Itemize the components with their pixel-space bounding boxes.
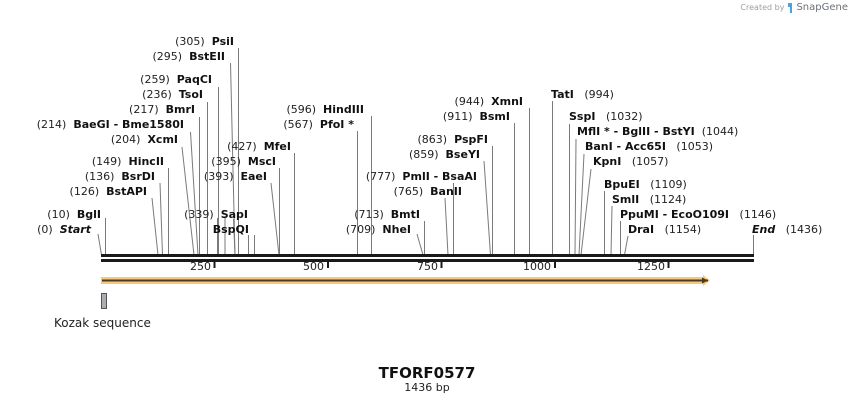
site-PsiI[interactable]: (305) PsiI <box>175 35 234 48</box>
snapgene-credit: Created by SnapGene <box>740 2 848 13</box>
backbone-bottom-strand <box>101 259 754 262</box>
site-BaeGI-Bme1580I[interactable]: (214) BaeGI - Bme1580I <box>36 118 184 131</box>
site-BstAPI[interactable]: (126) BstAPI <box>69 185 147 198</box>
site-HincII[interactable]: (149) HincII <box>91 155 164 168</box>
tick-label-500: 500 <box>303 260 324 273</box>
site-XmnI[interactable]: (944) XmnI <box>454 95 523 108</box>
site-TsoI[interactable]: (236) TsoI <box>142 88 203 101</box>
site-BstEII[interactable]: (295) BstEII <box>152 50 225 63</box>
site-PaqCI[interactable]: (259) PaqCI <box>140 73 212 86</box>
snapgene-logo-icon <box>788 2 793 13</box>
site-PpuMI-EcoO109I[interactable]: PpuMI - EcoO109I (1146) <box>620 208 777 221</box>
site-MscI[interactable]: (395) MscI <box>211 155 276 168</box>
site-Start[interactable]: (0) Start <box>37 223 91 236</box>
orf-arrow <box>101 275 710 286</box>
backbone-top-strand <box>101 254 754 257</box>
site-BsrDI[interactable]: (136) BsrDI <box>84 170 155 183</box>
tick-label-1250: 1250 <box>637 260 665 273</box>
site-BpuEI[interactable]: BpuEI (1109) <box>604 178 687 191</box>
tick-label-1000: 1000 <box>523 260 551 273</box>
site-MflI-BglII-BstYI[interactable]: MflI * - BglII - BstYI (1044) <box>577 125 739 138</box>
site-EaeI[interactable]: (393) EaeI <box>203 170 267 183</box>
credit-prefix: Created by <box>740 3 785 12</box>
site-MfeI[interactable]: (427) MfeI <box>227 140 291 153</box>
site-KpnI[interactable]: KpnI (1057) <box>593 155 669 168</box>
kozak-feature-box <box>101 293 107 309</box>
sequence-title: TFORF0577 <box>378 364 476 382</box>
axis-ticks <box>213 262 670 268</box>
site-SapI[interactable]: (339) SapI <box>184 208 248 221</box>
site-SspI[interactable]: SspI (1032) <box>569 110 643 123</box>
site-BanI-Acc65I[interactable]: BanI - Acc65I (1053) <box>585 140 713 153</box>
site-DraI[interactable]: DraI (1154) <box>628 223 702 236</box>
tick-label-250: 250 <box>190 260 211 273</box>
kozak-feature-label[interactable]: Kozak sequence <box>54 316 151 330</box>
site-BglI[interactable]: (10) BglI <box>47 208 101 221</box>
site-End[interactable]: End (1436) <box>752 223 823 236</box>
site-BanII[interactable]: (765) BanII <box>393 185 462 198</box>
tick-label-750: 750 <box>417 260 438 273</box>
site-PspFI[interactable]: (863) PspFI <box>417 133 489 146</box>
site-NheI[interactable]: (709) NheI <box>345 223 411 236</box>
site-BmtI[interactable]: (713) BmtI <box>354 208 420 221</box>
site-BmrI[interactable]: (217) BmrI <box>129 103 195 116</box>
site-leader-lines <box>97 48 754 256</box>
site-PmlI-BsaAI[interactable]: (777) PmlI - BsaAI <box>365 170 477 183</box>
site-BsmI[interactable]: (911) BsmI <box>442 110 510 123</box>
site-BseYI[interactable]: (859) BseYI <box>408 148 480 161</box>
site-SmlI[interactable]: SmlI (1124) <box>612 193 687 206</box>
site-BspQI[interactable]: BspQI <box>212 223 249 236</box>
credit-brand: SnapGene <box>796 2 848 13</box>
site-XcmI[interactable]: (204) XcmI <box>110 133 178 146</box>
site-TatI[interactable]: TatI (994) <box>551 88 614 101</box>
site-HindIII[interactable]: (596) HindIII <box>286 103 364 116</box>
sequence-length: 1436 bp <box>404 381 450 394</box>
site-PfoI[interactable]: (567) PfoI * <box>283 118 354 131</box>
